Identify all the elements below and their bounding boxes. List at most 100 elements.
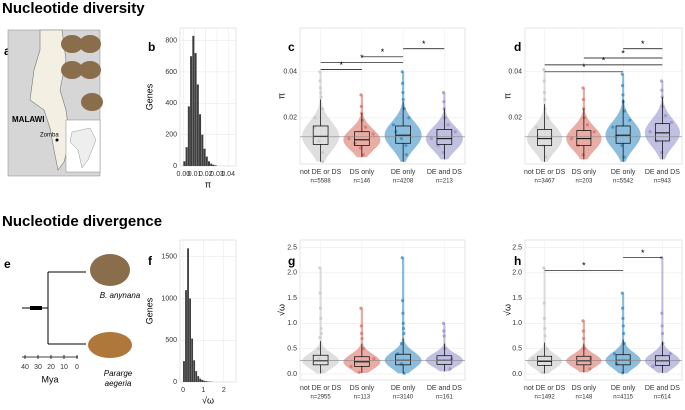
n-label: n=213 (436, 179, 454, 185)
data-point (660, 331, 665, 336)
x-tick-label: 2 (222, 387, 226, 394)
butterfly (81, 93, 103, 111)
data-point (317, 347, 321, 351)
y-axis-label: √ω (276, 304, 286, 316)
data-point (542, 67, 546, 72)
data-point (317, 357, 321, 361)
n-label: n=5588 (311, 179, 332, 185)
n-label: n=203 (575, 179, 593, 185)
data-point (621, 371, 625, 375)
data-point (361, 153, 365, 157)
x-tick-label: 1 (201, 387, 205, 394)
x-tick-label: not DE or DS (300, 385, 342, 392)
data-point (660, 311, 664, 315)
data-point (312, 125, 317, 129)
violin (302, 267, 340, 374)
data-point (359, 104, 363, 108)
histogram-bar (183, 161, 186, 166)
y-tick-label: 0.04 (283, 69, 297, 76)
tree: B. anynana Pararge aegeria Mya (22, 254, 141, 388)
data-point (620, 72, 624, 76)
data-point (542, 90, 547, 95)
data-point (372, 357, 376, 361)
time-tick-label: 40 (21, 364, 29, 371)
box (537, 355, 553, 366)
data-point (318, 86, 323, 90)
histogram-bar (196, 84, 199, 166)
significance-label: * (602, 55, 606, 65)
data-point (359, 306, 363, 310)
n-label: n=943 (654, 179, 672, 185)
data-point (319, 331, 324, 336)
data-point (544, 155, 548, 159)
y-tick-label: 500 (165, 337, 177, 344)
data-point (319, 326, 323, 331)
data-point (441, 90, 446, 95)
data-point (399, 342, 404, 346)
data-point (353, 141, 357, 145)
data-point (400, 256, 404, 260)
city-dot (55, 138, 59, 142)
data-point (318, 306, 323, 310)
data-point (543, 107, 547, 111)
data-point (319, 90, 323, 95)
panel-letter: b (148, 40, 155, 54)
n-label: n=4208 (393, 179, 414, 185)
data-point (400, 299, 405, 303)
data-point (402, 331, 406, 336)
y-tick-label: 0.02 (283, 115, 297, 122)
box (654, 123, 670, 142)
data-point (621, 324, 625, 328)
data-point (443, 116, 447, 120)
violin (527, 267, 563, 374)
histogram-bar (199, 114, 202, 166)
data-point (581, 86, 585, 90)
taxon-label: B. anynana (100, 291, 141, 300)
data-point (651, 364, 655, 368)
x-tick-label: DE and DS (645, 169, 680, 176)
x-tick-label: not DE or DS (300, 169, 342, 176)
data-point (546, 116, 550, 120)
n-label: n=3140 (393, 395, 414, 401)
data-point (542, 266, 546, 270)
x-tick-label: 0 (181, 387, 185, 394)
time-tick-label: 10 (60, 364, 68, 371)
data-point (319, 95, 323, 99)
histogram-bar (205, 381, 208, 382)
violin (644, 257, 680, 373)
data-point (540, 370, 545, 375)
data-point (318, 335, 322, 340)
taxon-label: Pararge aegeria (104, 369, 133, 388)
data-point (321, 107, 325, 111)
butterfly (79, 61, 101, 79)
box (395, 353, 411, 366)
section-title: Nucleotide diversity (2, 0, 145, 17)
data-point (361, 347, 366, 351)
data-point (622, 109, 627, 113)
data-point (442, 100, 446, 104)
data-point (347, 137, 351, 141)
y-axis-label: Genes (144, 83, 154, 110)
data-point (320, 369, 324, 374)
data-point (320, 160, 325, 164)
data-point (592, 130, 596, 134)
data-point (620, 306, 625, 310)
y-tick-label: 0.02 (508, 115, 522, 122)
histogram-bar (183, 361, 185, 382)
data-point (313, 116, 317, 120)
country-label: MALAWI (12, 115, 44, 124)
histogram-bar (203, 148, 206, 166)
africa (69, 127, 97, 169)
data-point (611, 125, 615, 129)
data-point (400, 81, 405, 85)
y-tick-label: 1.0 (512, 320, 522, 327)
data-point (429, 137, 433, 141)
histogram-bar (210, 163, 213, 166)
y-tick-label: 0.5 (512, 346, 522, 353)
panel-letter: e (4, 257, 11, 271)
data-point (317, 139, 321, 143)
histogram-bar (201, 379, 204, 382)
x-axis-label: √ω (202, 395, 214, 405)
data-point (569, 137, 574, 141)
histogram-bar (205, 156, 208, 166)
